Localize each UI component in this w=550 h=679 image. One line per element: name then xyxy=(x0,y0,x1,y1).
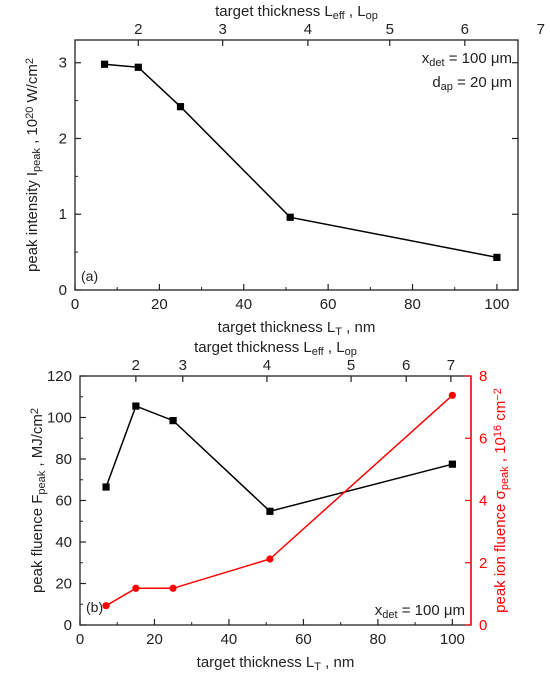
y-axis-label: peak intensity Ipeak , 1020 W/cm2 xyxy=(24,58,43,272)
annotation-a-0: xdet = 100 μm xyxy=(422,50,512,69)
y-tick-label: 80 xyxy=(55,451,72,468)
y-tick-label: 3 xyxy=(59,55,67,72)
y-tick-label: 40 xyxy=(55,534,72,551)
panel-b-chart: 0 20 40 60 80 100 0 20 40 60 80 100 120 0 2 4 6 8 2 3 4 5 6 7 ta… xyxy=(29,339,511,673)
y-tick-label: 60 xyxy=(55,493,72,510)
x-axis-label: target thickness LT , nm xyxy=(197,654,355,673)
data-point xyxy=(169,417,177,425)
top-tick-label: 7 xyxy=(447,357,455,374)
top-tick-label: 2 xyxy=(132,357,140,374)
plot-frame xyxy=(74,39,519,291)
top-tick-label: 4 xyxy=(304,21,312,38)
y2-tick-label: 8 xyxy=(479,368,487,385)
data-point xyxy=(266,507,274,515)
x-tick-label: 60 xyxy=(295,631,312,648)
x-tick-label: 20 xyxy=(146,631,163,648)
x-tick-label: 80 xyxy=(370,631,387,648)
x-tick-label: 80 xyxy=(404,296,421,313)
y-tick-label: 0 xyxy=(64,617,72,634)
top-axis-label: target thickness Leff , Lop xyxy=(215,3,378,22)
data-point xyxy=(448,391,456,399)
y2-tick-label: 2 xyxy=(479,555,487,572)
data-point xyxy=(169,584,177,592)
series-line-1 xyxy=(105,394,453,607)
data-point xyxy=(132,402,140,410)
x-tick-label: 100 xyxy=(440,631,465,648)
y-axis-label: peak fluence Fpeak , MJ/cm2 xyxy=(29,408,48,593)
data-point xyxy=(286,213,294,221)
top-tick-label: 4 xyxy=(263,357,271,374)
x-tick-label: 0 xyxy=(76,631,84,648)
top-tick-label: 7 xyxy=(537,21,545,38)
top-tick-label: 3 xyxy=(179,357,187,374)
data-point xyxy=(134,63,142,71)
data-point xyxy=(100,60,109,68)
x-tick-label: 0 xyxy=(71,296,79,313)
y2-tick-label: 4 xyxy=(479,493,487,510)
x-tick-label: 60 xyxy=(320,296,337,313)
y-tick-label: 120 xyxy=(47,368,72,385)
series-line-0 xyxy=(105,405,453,513)
y-tick-label: 20 xyxy=(55,576,72,593)
y-tick-label: 1 xyxy=(59,206,67,223)
data-point xyxy=(448,460,456,468)
top-tick-label: 2 xyxy=(134,21,142,38)
annotation-a-1: dap = 20 μm xyxy=(432,74,512,93)
panel-tag: (b) xyxy=(86,599,103,615)
data-point xyxy=(176,103,185,111)
panel-a-chart: 0 20 40 60 80 100 0 1 2 3 2 3 4 5 6 7 target thickness L… xyxy=(24,3,545,338)
annotation-b-0: xdet = 100 μm xyxy=(375,602,465,621)
y-tick-label: 100 xyxy=(47,410,72,427)
series-line-0 xyxy=(104,63,498,259)
y-tick-label: 0 xyxy=(59,282,67,299)
data-point xyxy=(493,253,501,262)
top-tick-label: 6 xyxy=(461,21,469,38)
data-point xyxy=(266,555,274,563)
x-tick-label: 20 xyxy=(151,296,168,313)
top-tick-label: 5 xyxy=(347,357,355,374)
y2-tick-label: 6 xyxy=(479,430,487,447)
x-tick-label: 40 xyxy=(221,631,238,648)
y2-tick-label: 0 xyxy=(479,617,487,634)
top-tick-label: 3 xyxy=(218,21,226,38)
x-axis-label: target thickness LT , nm xyxy=(218,319,376,338)
x-tick-label: 40 xyxy=(235,296,252,313)
panel-tag: (a) xyxy=(81,268,98,284)
data-point xyxy=(132,584,140,592)
data-point xyxy=(102,602,110,610)
top-axis-label: target thickness Leff , Lop xyxy=(194,339,357,358)
y-tick-label: 2 xyxy=(59,130,67,147)
data-point xyxy=(102,483,110,491)
x-tick-label: 100 xyxy=(484,296,509,313)
top-tick-label: 5 xyxy=(386,21,394,38)
top-tick-label: 6 xyxy=(402,357,410,374)
right-y-axis-label: peak ion fluence σpeak , 1016 cm−2 xyxy=(492,388,511,613)
